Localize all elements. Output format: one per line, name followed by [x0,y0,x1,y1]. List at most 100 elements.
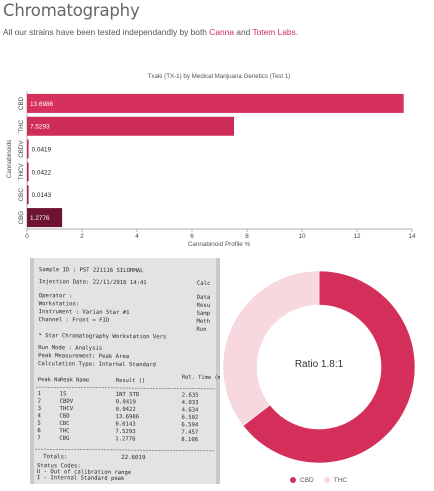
printout-cell-4-3: 13.6986 [115,414,139,420]
printout-cell-3-2: THCV [60,406,74,412]
printout-cell-4-4: 6.502 [181,415,198,421]
legend-item-thc[interactable]: THC [323,477,348,484]
bar-cbg [27,208,63,228]
printout-header-3: Result () [116,378,145,384]
printout-fragment-3: Resu [197,303,211,309]
legend-label-thc: THC [333,477,348,484]
printout-cell-1-3: INT STD [116,392,140,398]
printout-cell-7-2: CBG [59,436,70,442]
page-subtitle: All our strains have been tested indepen… [3,27,298,37]
printout-line-9: Peak Measurement: Peak Area [38,353,129,360]
printout-cell-5-1: 5 [37,421,40,427]
printout-status-1: Status Codes: [37,463,81,469]
bar-chart-y-axis-label: Cannabinoids [6,140,13,179]
printout-header-1: Peak No. [38,377,64,383]
legend-item-cbd[interactable]: CBD [290,477,314,484]
printout-status-2: U - Out of calibration range [37,469,132,476]
bar-cbd [27,93,404,113]
bar-value-label-cbg: 1.2776 [30,215,50,222]
printout-line-8: Run Mode : Analysis [38,345,102,352]
printout-line-6: Channel : Front = FID [38,317,109,324]
x-tick-label-12: 12 [353,233,361,240]
printout-fragment-1: Calc [197,281,211,287]
page-title: Chromatography [3,1,140,20]
totem-labs-link[interactable]: Totem Labs [252,27,296,37]
printout-text: Sample ID : PST 221116 SILORMAL Injection… [35,267,220,482]
printout-cell-6-2: THC [59,428,69,434]
printout-cell-7-4: 8.106 [181,437,198,443]
donut-slice-thc[interactable] [222,270,320,427]
printout-cell-5-2: CBC [59,421,69,427]
printout-fragment-5: Meth [196,319,210,325]
printout-cell-6-1: 6 [37,428,40,434]
subtitle-text-and: and [233,27,253,37]
x-tick-label-0: 0 [25,233,29,240]
x-tick-label-10: 10 [298,233,306,240]
subtitle-text-end: . [295,27,299,37]
legend-swatch-cbd [290,477,296,483]
y-tick-label-cbc: CBC [18,188,25,202]
printout-cell-2-3: 0.0419 [116,399,136,405]
bar-value-label-cbd: 13.6986 [30,101,54,108]
printout-header-4: Ret. Time (min) [182,375,220,382]
bar-value-label-thcv: 0.0422 [32,169,52,176]
printout-cell-1-2: IS [60,391,67,397]
printout-fragment-4: Samp [197,311,211,317]
printout-cell-7-1: 7 [37,435,40,441]
bar-value-label-cbc: 0.0143 [32,192,52,199]
printout-fragment-2: Data [197,295,211,301]
printout-totals-value: 22.6019 [121,455,146,461]
canna-link[interactable]: Canna [209,27,234,37]
printout-status-3: I - Internal Standard peak [37,475,125,482]
printout-line-5: Instrument : Varian Star #1 [39,309,130,316]
printout-cell-2-4: 4.033 [182,400,199,406]
printout-cell-2-2: CBDV [60,399,74,405]
x-tick-label-4: 4 [135,233,139,240]
x-tick-label-6: 6 [190,233,194,240]
printout-rule-top [35,386,216,390]
donut-legend: CBD THC [290,477,357,484]
bar-value-label-cbdv: 0.0419 [32,146,52,153]
donut-center-ratio-label: Ratio 1.8:1 [295,359,344,370]
y-tick-label-cbd: CBD [18,96,25,110]
printout-cell-6-4: 7.457 [181,430,198,436]
printout-cell-3-1: 3 [38,406,41,412]
printout-totals-label: Totals: [43,454,67,460]
y-tick-label-thc: THC [18,119,25,132]
printout-fragment-6: Run [196,327,206,333]
printout-cell-3-3: 0.0422 [116,407,136,413]
bar-cbc [27,185,29,205]
y-tick-label-cbg: CBG [18,211,25,225]
printout-cell-1-1: 1 [38,391,41,397]
donut-slice-cbd[interactable] [242,270,416,464]
printout-cell-7-3: 1.2776 [115,436,135,442]
printout-cell-5-3: 0.0143 [115,422,135,428]
printout-cell-3-4: 4.634 [182,407,200,413]
bar-chart-title: Txaki (TX-1) by Medical Marijuana Geneti… [148,73,291,80]
printout-line-7: * Star Chromatography Workstation Vers [38,333,166,340]
printout-paper-sheet [34,258,216,484]
bar-cbdv [27,139,29,159]
x-tick-label-14: 14 [408,233,416,240]
printout-line-3: Operator : [39,293,73,299]
printout-rule-bottom [35,448,216,452]
y-tick-label-cbdv: CBDV [18,140,25,158]
printout-cell-1-4: 2.635 [182,393,199,399]
printout-cell-2-1: 2 [38,398,41,404]
legend-label-cbd: CBD [300,477,314,484]
cannabinoid-bar-chart: Txaki (TX-1) by Medical Marijuana Geneti… [6,73,416,248]
bar-chart-x-axis-label: Cannabinoid Profile % [188,241,251,248]
printout-line-4: Workstation: [39,301,79,307]
bar-chart-marks: 13.6986 CBD 7.5293 THC 0.0419 CBDV 0.0422 THCV 0… [18,93,416,240]
bar-thcv [27,162,29,182]
x-tick-label-2: 2 [80,233,84,240]
legend-swatch-thc [323,477,330,483]
donut-slices [222,270,416,464]
bar-value-label-thc: 7.5293 [30,124,50,131]
bar-thc [27,116,235,136]
printout-cell-4-1: 4 [37,413,41,419]
printout-line-1: Sample ID : PST 221116 SILORMAL [39,267,144,274]
printout-paper: Sample ID : PST 221116 SILORMAL Injection… [30,258,220,484]
y-tick-label-thcv: THCV [18,163,25,181]
printout-cell-5-4: 6.594 [181,422,199,428]
